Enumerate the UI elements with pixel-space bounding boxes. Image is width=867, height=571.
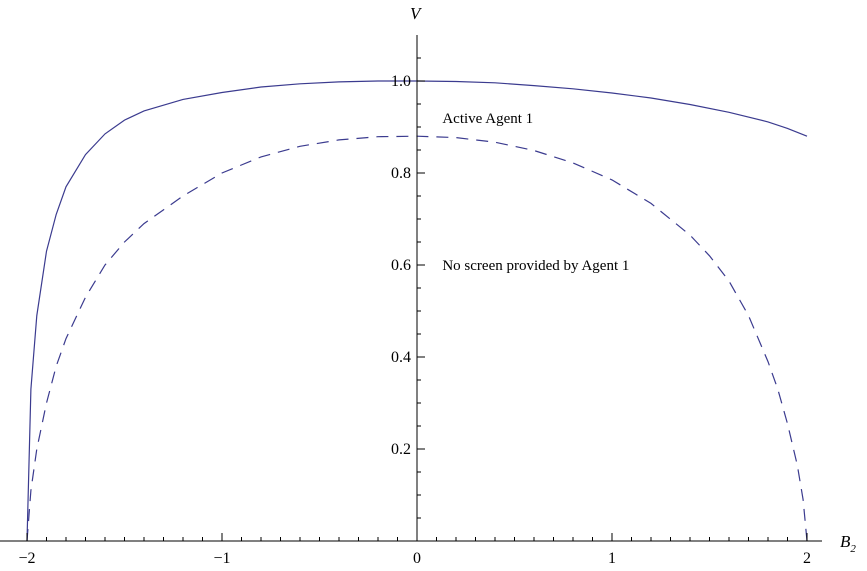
x-tick-label: 0 xyxy=(413,550,421,567)
axes: −2 −1 0 1 2 0.2 0.4 0.6 0.8 1.0 xyxy=(0,35,822,567)
y-tick-label: 0.4 xyxy=(391,349,411,366)
y-ticks: 0.2 0.4 0.6 0.8 1.0 xyxy=(391,57,425,519)
y-axis-label: V xyxy=(410,4,423,23)
series-active-agent-line xyxy=(26,80,808,542)
x-axis-label: B2 xyxy=(840,532,856,555)
x-tick-label: 1 xyxy=(608,550,616,567)
series-annotation-no-screen: No screen provided by Agent 1 xyxy=(442,258,629,274)
y-tick-label: 0.8 xyxy=(391,165,411,182)
x-tick-label: −1 xyxy=(213,550,230,567)
series-annotation-active-agent: Active Agent 1 xyxy=(442,111,533,127)
y-tick-label: 1.0 xyxy=(391,73,411,90)
y-tick-label: 0.2 xyxy=(391,441,411,458)
x-tick-label: 2 xyxy=(803,550,811,567)
y-tick-label: 0.6 xyxy=(391,257,411,274)
x-ticks: −2 −1 0 1 2 xyxy=(18,533,811,567)
x-tick-label: −2 xyxy=(18,550,35,567)
